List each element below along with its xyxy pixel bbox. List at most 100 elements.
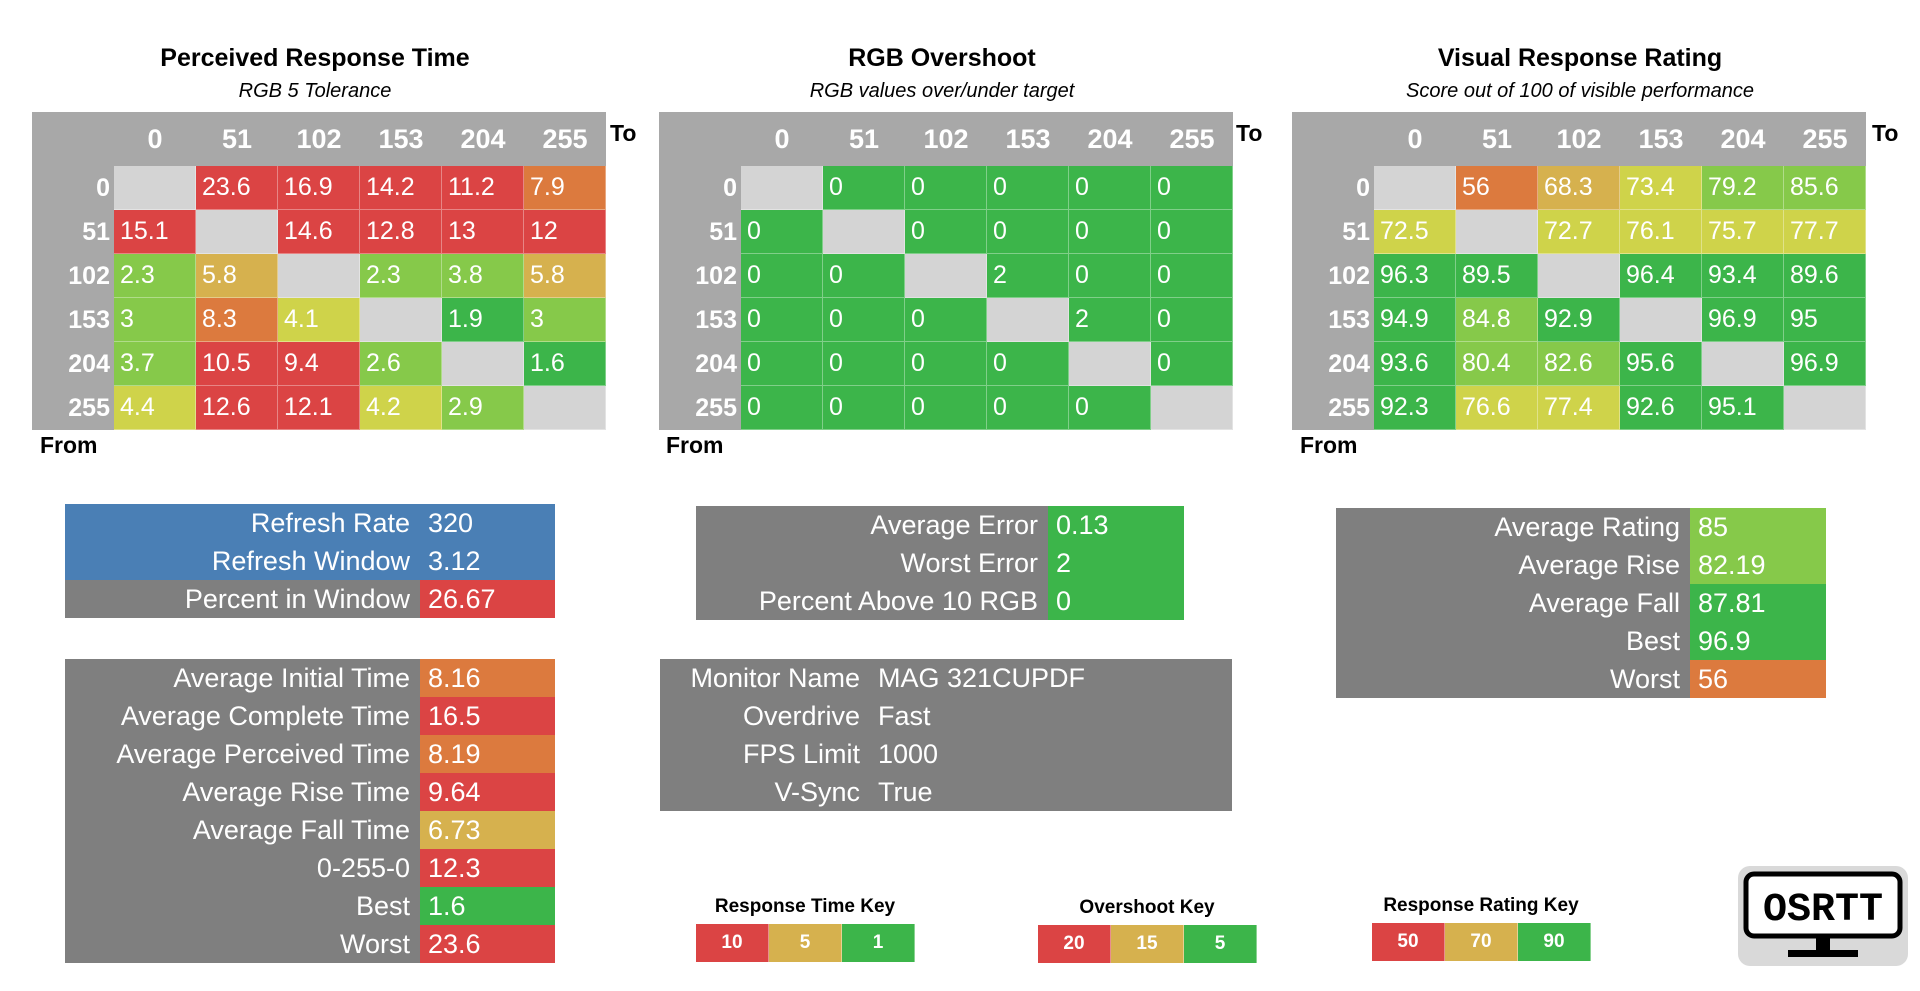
heatmap-cell: 4.4 bbox=[114, 386, 196, 430]
heatmap-cell-empty bbox=[196, 210, 278, 254]
heatmap-cell: 4.1 bbox=[278, 298, 360, 342]
column-header: 0 bbox=[114, 112, 196, 166]
stat-label: Average Complete Time bbox=[65, 697, 420, 735]
heatmap-cell: 89.6 bbox=[1784, 254, 1866, 298]
response-time-key: 10 5 1 bbox=[696, 924, 915, 962]
heatmap-cell: 2.3 bbox=[114, 254, 196, 298]
heatmap-cell: 0 bbox=[741, 342, 823, 386]
stat-value: 16.5 bbox=[420, 697, 555, 735]
stat-label: Average Fall Time bbox=[65, 811, 420, 849]
stat-value: 320 bbox=[420, 504, 555, 542]
row-header: 102 bbox=[659, 254, 741, 298]
row-header: 255 bbox=[659, 386, 741, 430]
heatmap-cell: 0 bbox=[905, 298, 987, 342]
stat-value: 23.6 bbox=[420, 925, 555, 963]
heatmap-cell: 1.9 bbox=[442, 298, 524, 342]
heatmap-cell: 0 bbox=[905, 386, 987, 430]
monitor-icon: OSRTT bbox=[1743, 871, 1903, 957]
heatmap-cell: 75.7 bbox=[1702, 210, 1784, 254]
heatmap-cell: 2 bbox=[1069, 298, 1151, 342]
heatmap-cell: 12 bbox=[524, 210, 606, 254]
stat-value: True bbox=[870, 773, 1232, 811]
stat-value: Fast bbox=[870, 697, 1232, 735]
heatmap-cell: 10.5 bbox=[196, 342, 278, 386]
heatmap-cell: 23.6 bbox=[196, 166, 278, 210]
column-header: 153 bbox=[360, 112, 442, 166]
monitor-info-table: Monitor Name MAG 321CUPDF Overdrive Fast FPS… bbox=[660, 659, 1232, 811]
key-swatch: 20 bbox=[1038, 925, 1111, 963]
row-header: 255 bbox=[32, 386, 114, 430]
stat-value: 2 bbox=[1048, 544, 1184, 582]
osrtt-logo: OSRTT bbox=[1738, 866, 1908, 966]
stat-value: 26.67 bbox=[420, 580, 555, 618]
heatmap-cell: 15.1 bbox=[114, 210, 196, 254]
axis-to-label: To bbox=[610, 120, 637, 146]
row-header: 0 bbox=[1292, 166, 1374, 210]
heatmap-cell: 0 bbox=[823, 386, 905, 430]
heatmap-cell: 0 bbox=[741, 386, 823, 430]
heatmap-cell: 80.4 bbox=[1456, 342, 1538, 386]
row-header: 153 bbox=[1292, 298, 1374, 342]
row-header: 102 bbox=[32, 254, 114, 298]
column-header: 255 bbox=[524, 112, 606, 166]
heatmap-cell-empty bbox=[1620, 298, 1702, 342]
heatmap-cell: 95 bbox=[1784, 298, 1866, 342]
response-rating-key: 50 70 90 bbox=[1372, 923, 1591, 961]
heatmap-cell: 4.2 bbox=[360, 386, 442, 430]
heatmap-cell: 0 bbox=[1151, 166, 1233, 210]
logo-text: OSRTT bbox=[1763, 888, 1883, 933]
stat-value: 87.81 bbox=[1690, 584, 1826, 622]
heatmap-cell: 96.4 bbox=[1620, 254, 1702, 298]
heatmap-cell-empty bbox=[1784, 386, 1866, 430]
heatmap-cell: 3.7 bbox=[114, 342, 196, 386]
row-header: 153 bbox=[32, 298, 114, 342]
axis-from-label: From bbox=[666, 432, 724, 458]
response-time-key-title: Response Time Key bbox=[714, 896, 896, 917]
stat-value: 3.12 bbox=[420, 542, 555, 580]
heatmap-cell: 0 bbox=[987, 210, 1069, 254]
heatmap-cell: 5.8 bbox=[524, 254, 606, 298]
heatmap-cell: 0 bbox=[1069, 210, 1151, 254]
row-header: 204 bbox=[32, 342, 114, 386]
heatmap-cell: 0 bbox=[1069, 386, 1151, 430]
refresh-stats-table: Refresh Rate 320 Refresh Window 3.12 Percent… bbox=[65, 504, 555, 618]
heatmap-cell: 85.6 bbox=[1784, 166, 1866, 210]
column-header: 255 bbox=[1151, 112, 1233, 166]
column-header: 204 bbox=[1702, 112, 1784, 166]
column-header: 51 bbox=[823, 112, 905, 166]
column-header: 204 bbox=[442, 112, 524, 166]
heatmap-cell-empty bbox=[823, 210, 905, 254]
stat-value: 8.16 bbox=[420, 659, 555, 697]
heatmap-cell: 3 bbox=[114, 298, 196, 342]
stat-value: 1000 bbox=[870, 735, 1232, 773]
heatmap-cell: 12.8 bbox=[360, 210, 442, 254]
stat-label: Average Rise bbox=[1336, 546, 1690, 584]
column-header: 102 bbox=[1538, 112, 1620, 166]
column-header: 204 bbox=[1069, 112, 1151, 166]
column-header: 51 bbox=[196, 112, 278, 166]
key-swatch: 5 bbox=[769, 924, 842, 962]
stat-label: Average Perceived Time bbox=[65, 735, 420, 773]
heatmap-cell: 92.3 bbox=[1374, 386, 1456, 430]
heatmap-cell: 94.9 bbox=[1374, 298, 1456, 342]
heatmap-title: RGB Overshoot bbox=[848, 44, 1036, 72]
column-header: 51 bbox=[1456, 112, 1538, 166]
row-header: 0 bbox=[659, 166, 741, 210]
stat-label: Refresh Rate bbox=[65, 504, 420, 542]
heatmap-cell: 14.2 bbox=[360, 166, 442, 210]
stat-value: 56 bbox=[1690, 660, 1826, 698]
heatmap-cell: 0 bbox=[987, 386, 1069, 430]
heatmap-cell: 2.9 bbox=[442, 386, 524, 430]
stat-label: Percent in Window bbox=[65, 580, 420, 618]
heatmap-grid: 0 51 102 153 204 255 0 0 0 0 0 0 51 0 0 0 0 0 102 0 0 2 0 0 153 0… bbox=[659, 112, 1233, 430]
stat-label: Worst Error bbox=[696, 544, 1048, 582]
key-swatch: 1 bbox=[842, 924, 915, 962]
grid-corner bbox=[1292, 112, 1374, 166]
row-header: 51 bbox=[1292, 210, 1374, 254]
stat-label: V-Sync bbox=[660, 773, 870, 811]
stat-value: 9.64 bbox=[420, 773, 555, 811]
heatmap-cell: 72.7 bbox=[1538, 210, 1620, 254]
stat-value: MAG 321CUPDF bbox=[870, 659, 1232, 697]
heatmap-subtitle: RGB 5 Tolerance bbox=[238, 80, 392, 102]
heatmap-cell: 96.3 bbox=[1374, 254, 1456, 298]
